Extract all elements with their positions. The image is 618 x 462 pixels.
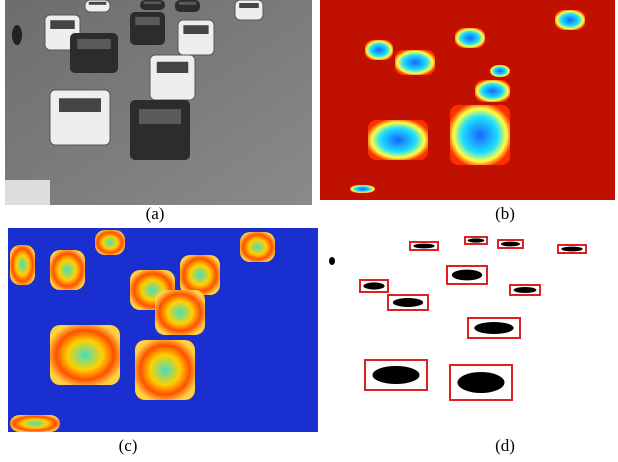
heat-blob [455, 28, 485, 48]
blob [452, 270, 482, 281]
heat-blob [450, 105, 510, 165]
caption: (b) [495, 204, 515, 223]
roadside [5, 180, 50, 205]
car-window [179, 2, 197, 5]
heat-blob [555, 10, 585, 30]
heat-blob [50, 325, 120, 385]
caption: (d) [495, 436, 515, 455]
car-window [77, 39, 111, 49]
blob [457, 372, 504, 393]
heat-blob [10, 415, 60, 432]
blob [514, 287, 537, 293]
heat-blob [10, 245, 35, 285]
heat-blob [95, 230, 125, 255]
heat-blob [365, 40, 393, 60]
car-window [50, 20, 75, 29]
blob [501, 242, 520, 247]
blob [363, 282, 384, 289]
blob [468, 238, 485, 242]
motorcycle [12, 25, 22, 45]
caption: (c) [119, 436, 138, 455]
heat-blob [490, 65, 510, 77]
heat-blob [350, 185, 375, 193]
blob [561, 247, 582, 252]
car-window [239, 3, 259, 8]
blob [329, 257, 335, 265]
car-window [135, 17, 160, 25]
figure: (a) (b) (c) (d) [0, 0, 618, 462]
heat-blob [395, 50, 435, 75]
caption: (a) [146, 204, 165, 223]
heat-blob [475, 80, 510, 102]
car-window [89, 2, 107, 5]
heat-blob [155, 290, 205, 335]
heat-blob [240, 232, 275, 262]
heat-blob [135, 340, 195, 400]
page: (a) (b) (c) (d) (() => { const data = JS… [0, 0, 618, 462]
car-window [144, 2, 162, 5]
car-window [139, 109, 181, 124]
heat-blob [368, 120, 428, 160]
heat-blob [180, 255, 220, 295]
blob [372, 366, 419, 384]
panel-d-image [325, 228, 615, 432]
car-window [59, 98, 101, 112]
blob [474, 322, 514, 334]
car-window [183, 25, 208, 34]
blob [413, 244, 434, 249]
car-window [157, 62, 189, 73]
heat-blob [50, 250, 85, 290]
blob [393, 298, 423, 307]
